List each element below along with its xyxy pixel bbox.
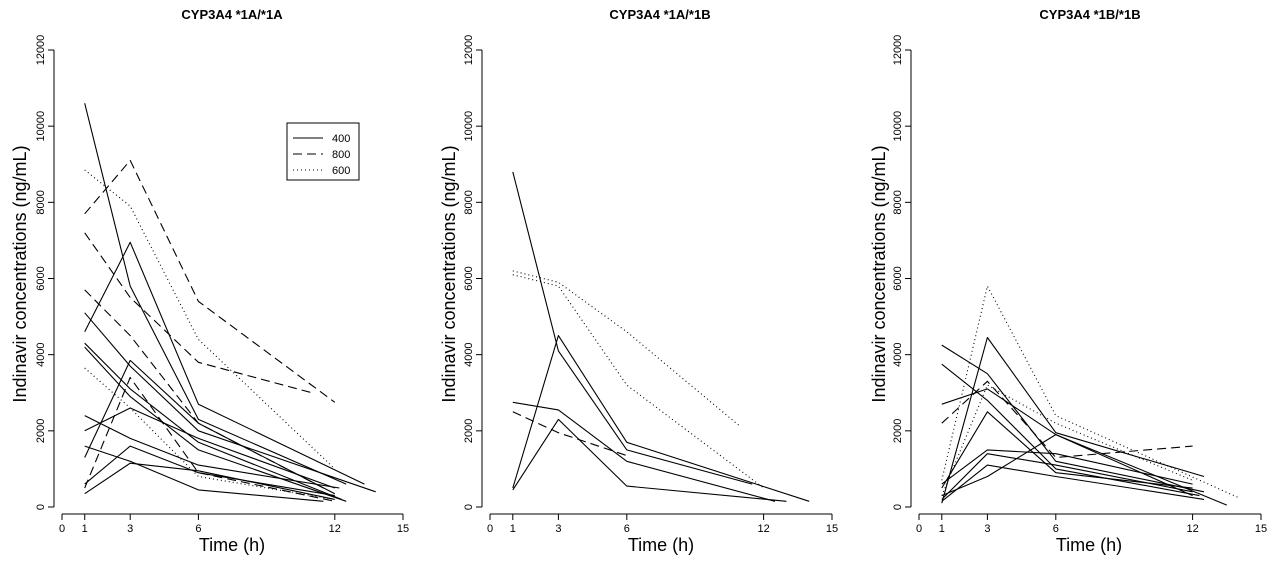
x-tick-label: 0 bbox=[487, 523, 493, 535]
panel-3-ylabel: Indinavir concentrations (ng/mL) bbox=[869, 145, 889, 402]
series-line-solid bbox=[941, 453, 1193, 500]
series-line-solid bbox=[941, 344, 1205, 493]
y-tick-label: 10000 bbox=[35, 111, 47, 142]
y-tick-label: 12000 bbox=[35, 35, 47, 66]
y-tick-label: 8000 bbox=[892, 190, 904, 214]
series-line-solid bbox=[512, 418, 787, 502]
y-tick-label: 4000 bbox=[892, 342, 904, 366]
series-line-solid bbox=[84, 462, 335, 500]
panel-1-title: CYP3A4 *1A/*1A bbox=[181, 7, 283, 22]
series-line-dashed bbox=[512, 411, 627, 457]
series-line-dotted bbox=[512, 274, 764, 489]
series-line-dotted bbox=[512, 270, 742, 428]
series-line-solid bbox=[84, 415, 340, 489]
legend: 400 800 600 bbox=[286, 122, 360, 181]
y-tick-label: 0 bbox=[463, 504, 475, 510]
series-line-solid bbox=[512, 335, 810, 502]
y-tick-label: 4000 bbox=[463, 342, 475, 366]
series-line-dotted bbox=[941, 285, 1239, 499]
x-tick-label: 15 bbox=[1255, 523, 1267, 535]
series-line-dashed bbox=[84, 232, 313, 394]
y-tick-label: 4000 bbox=[35, 342, 47, 366]
y-tick-label: 12000 bbox=[463, 35, 475, 66]
panel-1: CYP3A4 *1A/*1A Time (h) Indinavir concen… bbox=[10, 7, 409, 555]
panel-2-plot: 0 1 3 6 12 15 0 2000 4000 6000 8000 10000 12000 bbox=[463, 35, 838, 535]
x-tick-label: 1 bbox=[82, 523, 88, 535]
y-tick-label: 0 bbox=[892, 504, 904, 510]
series-line-solid bbox=[84, 445, 335, 497]
y-tick-label: 0 bbox=[35, 504, 47, 510]
x-tick-label: 6 bbox=[624, 523, 630, 535]
panel-3-plot: 0 1 3 6 12 15 0 2000 4000 6000 8000 10000 12000 bbox=[892, 35, 1267, 535]
x-tick-label: 6 bbox=[195, 523, 201, 535]
x-tick-label: 1 bbox=[939, 523, 945, 535]
y-tick-label: 2000 bbox=[463, 419, 475, 443]
series-line-solid bbox=[84, 241, 365, 485]
x-tick-label: 6 bbox=[1053, 523, 1059, 535]
y-tick-label: 10000 bbox=[463, 111, 475, 142]
series-line-solid bbox=[941, 411, 1193, 489]
y-tick-label: 6000 bbox=[35, 266, 47, 290]
series-line-solid bbox=[941, 464, 1205, 502]
series-line-solid bbox=[941, 336, 1205, 504]
x-tick-label: 0 bbox=[916, 523, 922, 535]
legend-box bbox=[286, 122, 360, 181]
panel-2-ylabel: Indinavir concentrations (ng/mL) bbox=[439, 145, 459, 402]
panel-1-xlabel: Time (h) bbox=[199, 535, 265, 555]
x-tick-label: 3 bbox=[127, 523, 133, 535]
series-line-solid bbox=[941, 449, 1193, 485]
x-tick-label: 12 bbox=[329, 523, 341, 535]
panel-1-plot: 0 1 3 6 12 15 0 2000 4000 6000 8000 10000 12000 400 80… bbox=[35, 35, 409, 535]
series-line-dashed bbox=[84, 159, 336, 403]
y-tick-label: 8000 bbox=[463, 190, 475, 214]
y-tick-label: 12000 bbox=[892, 35, 904, 66]
series-line-solid bbox=[84, 103, 347, 485]
x-tick-label: 0 bbox=[59, 523, 65, 535]
series-line-solid bbox=[84, 407, 335, 489]
series-line-solid bbox=[941, 363, 1200, 497]
legend-label: 800 bbox=[332, 149, 350, 161]
series-line-solid bbox=[941, 434, 1228, 506]
series-line-solid bbox=[84, 342, 342, 500]
series-line-solid bbox=[512, 171, 753, 485]
series-line-dotted bbox=[84, 367, 335, 500]
panel-1-ylabel: Indinavir concentrations (ng/mL) bbox=[10, 145, 30, 402]
series-line-solid bbox=[84, 312, 376, 493]
x-tick-label: 15 bbox=[826, 523, 838, 535]
series-line-dashed bbox=[941, 380, 1193, 459]
series-line-solid bbox=[512, 401, 776, 502]
y-tick-label: 10000 bbox=[892, 111, 904, 142]
y-tick-label: 2000 bbox=[892, 419, 904, 443]
legend-label: 600 bbox=[332, 165, 350, 177]
series-line-solid bbox=[84, 445, 324, 502]
series-line-dashed bbox=[84, 289, 324, 489]
x-tick-label: 15 bbox=[397, 523, 409, 535]
x-tick-label: 12 bbox=[757, 523, 769, 535]
panel-3-title: CYP3A4 *1B/*1B bbox=[1039, 7, 1140, 22]
legend-label: 400 bbox=[332, 133, 350, 145]
panel-2: CYP3A4 *1A/*1B Time (h) Indinavir concen… bbox=[439, 7, 838, 555]
x-tick-label: 12 bbox=[1186, 523, 1198, 535]
panel-2-xlabel: Time (h) bbox=[628, 535, 694, 555]
x-tick-label: 3 bbox=[984, 523, 990, 535]
panel-3-xlabel: Time (h) bbox=[1056, 535, 1122, 555]
series-line-dashed bbox=[84, 376, 335, 502]
panel-3: CYP3A4 *1B/*1B Time (h) Indinavir concen… bbox=[869, 7, 1267, 555]
y-tick-label: 2000 bbox=[35, 419, 47, 443]
y-tick-label: 6000 bbox=[463, 266, 475, 290]
series-line-dotted bbox=[84, 169, 336, 470]
panel-2-title: CYP3A4 *1A/*1B bbox=[609, 7, 710, 22]
y-tick-label: 6000 bbox=[892, 266, 904, 290]
series-line-solid bbox=[941, 388, 1193, 497]
x-tick-label: 1 bbox=[510, 523, 516, 535]
y-tick-label: 8000 bbox=[35, 190, 47, 214]
x-tick-label: 3 bbox=[555, 523, 561, 535]
